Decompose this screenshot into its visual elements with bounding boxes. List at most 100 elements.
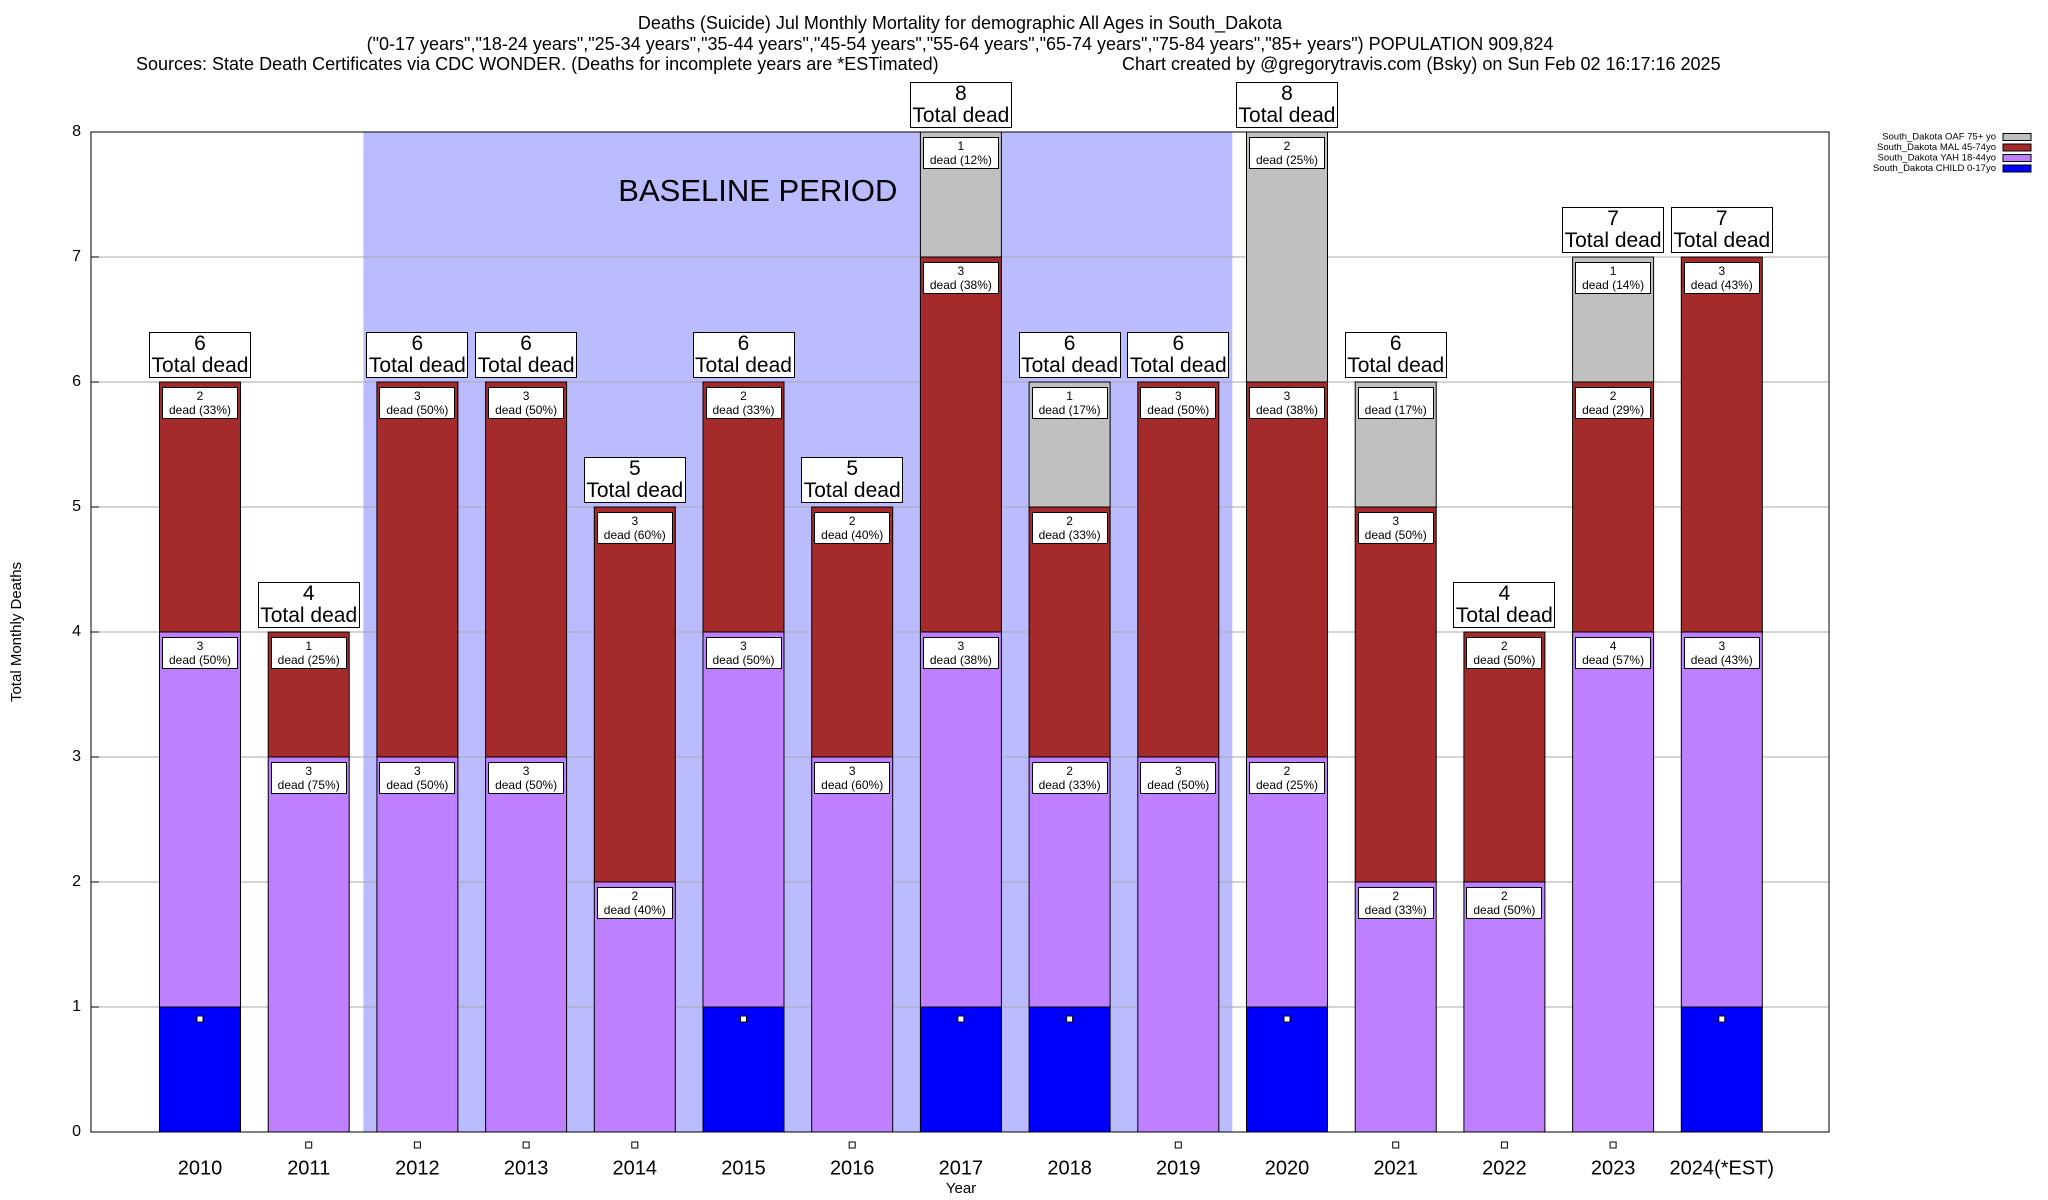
y-tick-label: 5 (72, 498, 81, 515)
legend-swatch (2002, 143, 2032, 152)
bar-segment (1680, 631, 1763, 1008)
x-tick-label: 2012 (395, 1157, 440, 1179)
total-box: 7 Total dead (1670, 207, 1773, 253)
y-tick-label: 2 (72, 873, 81, 890)
segment-label: 2 dead (33%) (1031, 512, 1108, 544)
total-box: 6 Total dead (1018, 332, 1121, 378)
child-marker (1718, 1015, 1726, 1023)
child-marker (1174, 1141, 1182, 1149)
bar-segment (1354, 881, 1437, 1133)
child-marker (1283, 1015, 1291, 1023)
total-value: 8 (1281, 82, 1293, 105)
segment-label: 3 dead (50%) (162, 637, 238, 669)
total-value: 8 (955, 82, 967, 105)
segment-label: 2 dead (29%) (1575, 387, 1652, 419)
segment-label: 1 dead (25%) (270, 637, 347, 669)
chart-subtitle: ("0-17 years","18-24 years","25-34 years… (367, 34, 1554, 54)
bar-segment (1572, 631, 1655, 1133)
total-value: 6 (1172, 332, 1185, 355)
x-tick-label: 2016 (830, 1157, 875, 1179)
bar-segment (159, 381, 241, 633)
total-label: Total dead (260, 604, 358, 627)
bar-segment (919, 1006, 1002, 1133)
child-marker (522, 1141, 530, 1149)
segment-label: 1 dead (14%) (1575, 262, 1652, 294)
bar-segment (1680, 256, 1763, 633)
segment-label: 2 dead (40%) (596, 887, 673, 919)
total-value: 7 (1715, 207, 1728, 230)
total-box: 4 Total dead (257, 582, 360, 628)
bar-segment (376, 756, 459, 1133)
total-label: Total dead (1455, 604, 1553, 627)
child-marker (740, 1015, 747, 1023)
y-tick-label: 8 (72, 123, 81, 140)
child-marker (413, 1141, 421, 1149)
total-value: 4 (302, 582, 315, 605)
total-label: Total dead (368, 354, 466, 377)
segment-label: 3 dead (60%) (814, 762, 891, 794)
total-label: Total dead (695, 354, 792, 377)
bar-segment (593, 881, 676, 1133)
bar-segment (1463, 881, 1546, 1133)
baseline-label: BASELINE PERIOD (618, 173, 897, 208)
segment-label: 3 dead (60%) (596, 512, 673, 544)
child-marker (1500, 1141, 1508, 1149)
bar-segment (1680, 1006, 1763, 1133)
bar-segment (267, 756, 350, 1133)
chart-title: Deaths (Suicide) Jul Monthly Mortality f… (638, 13, 1283, 34)
x-tick-label: 2017 (939, 1157, 984, 1179)
bar-segment (1137, 381, 1220, 758)
y-tick-label: 0 (72, 1123, 81, 1140)
total-label: Total dead (803, 479, 901, 502)
legend-swatch (2002, 154, 2032, 162)
segment-label: 1 dead (12%) (922, 137, 999, 169)
bar-segment (702, 1006, 785, 1133)
segment-label: 2 dead (25%) (1249, 137, 1325, 169)
credit-note: Chart created by @gregorytravis.com (Bsk… (1122, 54, 1721, 74)
total-value: 5 (846, 457, 859, 480)
segment-label: 3 dead (43%) (1683, 262, 1760, 294)
segment-label: 1 dead (17%) (1357, 387, 1434, 419)
total-value: 7 (1607, 207, 1619, 230)
segment-label: 3 dead (50%) (1357, 512, 1434, 544)
total-box: 6 Total dead (1127, 332, 1230, 378)
total-box: 6 Total dead (366, 332, 469, 378)
segment-label: 2 dead (33%) (162, 387, 238, 419)
segment-label: 1 dead (17%) (1031, 387, 1108, 419)
child-marker (631, 1141, 639, 1149)
bar-segment (1246, 131, 1328, 383)
child-marker (1392, 1141, 1400, 1149)
total-label: Total dead (912, 104, 1010, 127)
total-box: 8 Total dead (1236, 82, 1338, 128)
segment-label: 3 dead (43%) (1683, 637, 1760, 669)
total-box: 6 Total dead (475, 332, 578, 378)
total-box: 4 Total dead (1453, 582, 1556, 628)
segment-label: 4 dead (57%) (1575, 637, 1652, 669)
bar-segment (593, 506, 676, 883)
total-value: 6 (1389, 332, 1402, 355)
segment-label: 3 dead (38%) (922, 262, 999, 294)
total-label: Total dead (151, 354, 249, 377)
total-value: 6 (1063, 332, 1076, 355)
total-box: 8 Total dead (909, 82, 1012, 128)
segment-label: 3 dead (50%) (488, 387, 565, 419)
total-box: 5 Total dead (801, 457, 904, 503)
total-label: Total dead (1673, 229, 1771, 252)
total-box: 7 Total dead (1562, 207, 1665, 253)
total-label: Total dead (1238, 104, 1336, 127)
bar-segment (1463, 631, 1546, 883)
x-tick-label: 2020 (1265, 1157, 1310, 1179)
bar-segment (1028, 756, 1111, 1008)
total-label: Total dead (1564, 229, 1662, 252)
x-tick-label: 2010 (178, 1157, 223, 1179)
total-box: 6 Total dead (692, 332, 795, 378)
segment-label: 2 dead (40%) (814, 512, 891, 544)
legend-label: South_Dakota CHILD 0-17yo (1873, 163, 1996, 174)
bar-segment (159, 1006, 241, 1133)
x-tick-label: 2019 (1156, 1157, 1201, 1179)
bar-segment (485, 756, 568, 1133)
x-axis-label: Year (946, 1180, 976, 1197)
bar-segment (1137, 756, 1220, 1133)
total-label: Total dead (477, 354, 575, 377)
